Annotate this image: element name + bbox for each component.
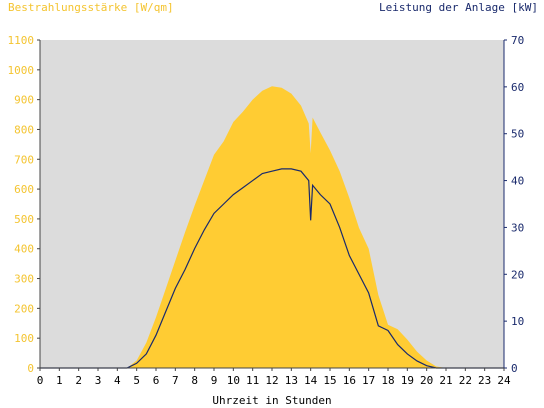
power-line [40,168,504,369]
x-tick-label: 11 [246,374,259,387]
x-tick-label: 16 [343,374,356,387]
x-tick-label: 13 [285,374,298,387]
left-tick-label: 300 [14,273,34,286]
x-tick-label: 0 [37,374,44,387]
right-tick-label: 70 [511,34,524,47]
x-tick-label: 18 [381,374,394,387]
x-tick-label: 14 [304,374,318,387]
x-tick-label: 23 [478,374,491,387]
x-tick-label: 19 [401,374,414,387]
axes-layer: 0100200300400500600700800900100011000102… [8,34,525,387]
left-tick-label: 500 [14,213,34,226]
x-tick-label: 17 [362,374,375,387]
x-tick-label: 10 [227,374,240,387]
left-tick-label: 800 [14,123,34,136]
left-tick-label: 200 [14,302,34,315]
left-tick-label: 600 [14,183,34,196]
x-tick-label: 20 [420,374,433,387]
right-tick-label: 20 [511,268,524,281]
x-tick-label: 4 [114,374,121,387]
x-tick-label: 24 [497,374,511,387]
x-tick-label: 8 [191,374,198,387]
x-tick-label: 7 [172,374,179,387]
x-axis-title: Uhrzeit in Stunden [212,394,332,407]
x-tick-label: 1 [56,374,63,387]
x-tick-label: 6 [153,374,160,387]
left-tick-label: 1000 [8,64,35,77]
left-tick-label: 1100 [8,34,35,47]
left-tick-label: 700 [14,153,34,166]
left-tick-label: 0 [27,362,34,375]
x-tick-label: 12 [265,374,278,387]
right-axis-title: Leistung der Anlage [kW] [379,1,538,14]
left-tick-label: 400 [14,243,34,256]
right-tick-label: 50 [511,128,524,141]
x-tick-label: 21 [439,374,452,387]
right-tick-label: 30 [511,221,524,234]
right-tick-label: 10 [511,315,524,328]
x-tick-label: 9 [211,374,218,387]
x-tick-label: 3 [95,374,102,387]
left-tick-label: 900 [14,94,34,107]
right-tick-label: 40 [511,175,524,188]
right-tick-label: 60 [511,81,524,94]
x-tick-label: 2 [75,374,82,387]
x-tick-label: 22 [459,374,472,387]
right-tick-label: 0 [511,362,518,375]
irradiance-layer [40,86,504,368]
left-tick-label: 100 [14,332,34,345]
left-axis-title: Bestrahlungsstärke [W/qm] [8,1,174,14]
x-tick-label: 5 [133,374,140,387]
irradiance-area [40,86,504,368]
power-layer [40,168,504,369]
x-tick-label: 15 [323,374,336,387]
